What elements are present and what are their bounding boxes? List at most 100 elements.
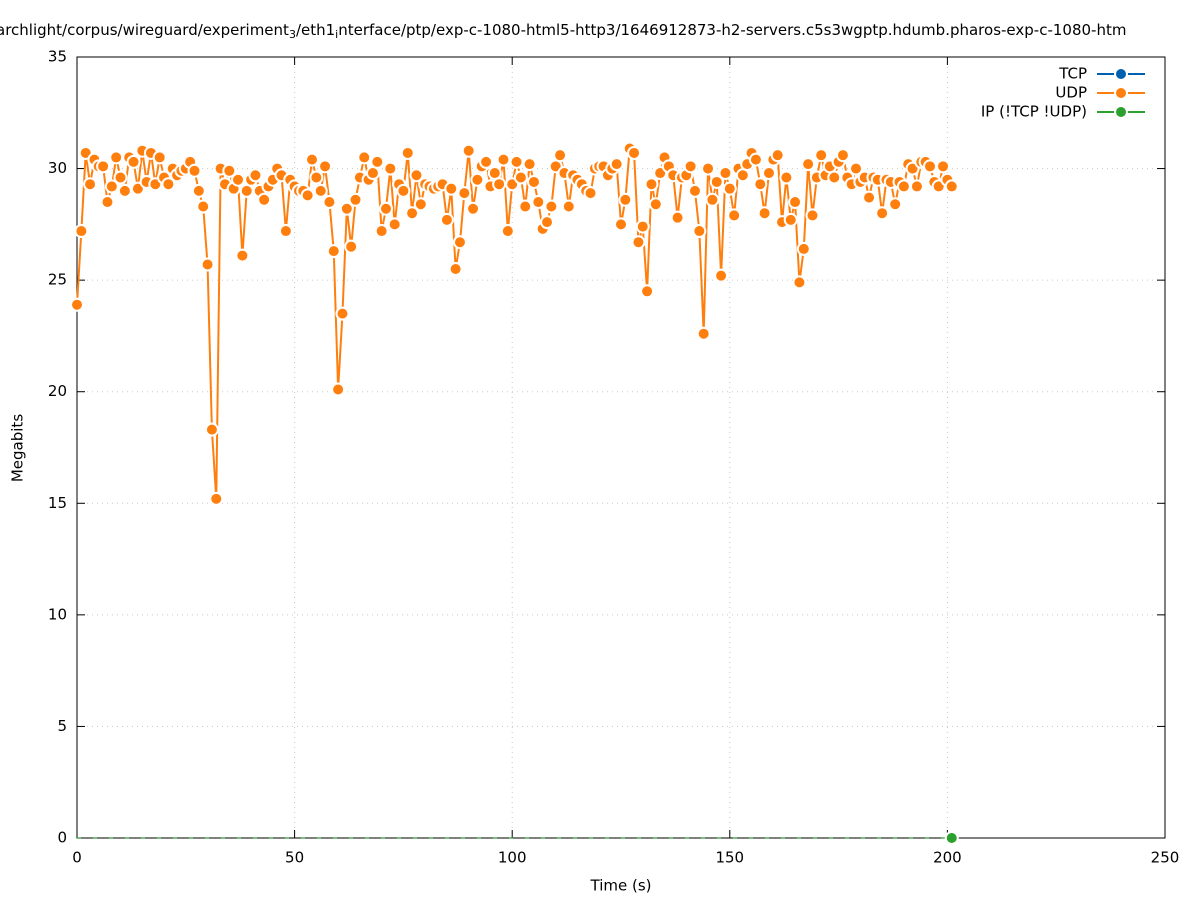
data-point [875, 206, 890, 221]
data-point [500, 224, 515, 239]
data-point [278, 224, 293, 239]
data-point [888, 197, 903, 212]
data-point [531, 195, 546, 210]
data-point [544, 199, 559, 214]
x-tick-label: 150 [715, 849, 744, 867]
x-tick-label: 250 [1151, 849, 1180, 867]
data-point [696, 326, 711, 341]
data-point [357, 150, 372, 165]
data-point [331, 382, 346, 397]
data-point [896, 179, 911, 194]
data-point [461, 143, 476, 158]
data-point [944, 179, 959, 194]
data-point [187, 163, 202, 178]
data-point [457, 186, 472, 201]
data-point [466, 201, 481, 216]
data-point [814, 148, 829, 163]
data-point [796, 241, 811, 256]
data-point [561, 199, 576, 214]
data-point [235, 248, 250, 263]
data-point [770, 148, 785, 163]
data-point [479, 154, 494, 169]
data-point [792, 275, 807, 290]
data-point [640, 284, 655, 299]
data-point [152, 150, 167, 165]
data-point [326, 244, 341, 259]
legend-swatch [1114, 86, 1128, 100]
data-point [344, 239, 359, 254]
data-point [648, 197, 663, 212]
data-point [470, 172, 485, 187]
data-point [761, 166, 776, 181]
y-tick-label: 0 [57, 829, 67, 847]
data-point [635, 219, 650, 234]
title-part: /eth1 [296, 21, 335, 39]
data-point [70, 297, 84, 312]
data-point [757, 206, 772, 221]
legend-swatch [1114, 67, 1128, 81]
chart-title: archlight/corpus/wireguard/experiment3/e… [0, 21, 1126, 42]
data-point [618, 192, 633, 207]
y-tick-label: 30 [48, 159, 67, 177]
data-point [922, 159, 937, 174]
x-tick-label: 0 [72, 849, 82, 867]
data-point [727, 208, 742, 223]
data-point [714, 268, 729, 283]
data-point [683, 159, 698, 174]
data-point [801, 157, 816, 172]
y-tick-label: 15 [48, 494, 67, 512]
data-point [614, 217, 628, 232]
data-point [313, 183, 328, 198]
data-point [492, 177, 507, 192]
data-point [862, 190, 877, 205]
legend-label: IP (!TCP !UDP) [981, 103, 1087, 121]
data-point [518, 199, 533, 214]
data-point [509, 154, 524, 169]
data-point [827, 170, 842, 185]
data-point [161, 177, 176, 192]
title-subscript: i [335, 28, 338, 41]
data-point [448, 261, 463, 276]
data-point [496, 152, 511, 167]
y-tick-label: 20 [48, 382, 67, 400]
title-subscript: 3 [289, 28, 296, 41]
data-point [113, 170, 128, 185]
data-point [117, 183, 132, 198]
x-tick-label: 200 [933, 849, 962, 867]
data-point [83, 177, 98, 192]
data-point [779, 170, 794, 185]
data-point [936, 159, 951, 174]
data-point [196, 199, 211, 214]
data-point [248, 168, 263, 183]
data-point [692, 224, 707, 239]
data-point [309, 170, 324, 185]
legend-label: TCP [1058, 65, 1087, 83]
data-point [405, 206, 420, 221]
data-point [753, 177, 768, 192]
data-point [722, 181, 737, 196]
data-point [701, 161, 716, 176]
data-point [413, 197, 428, 212]
data-point [257, 192, 272, 207]
data-point [231, 172, 246, 187]
data-point [222, 163, 237, 178]
data-point [540, 215, 555, 230]
data-point [709, 174, 724, 189]
y-tick-label: 25 [48, 271, 67, 289]
data-point [439, 212, 454, 227]
data-point [627, 145, 642, 160]
data-point [322, 195, 337, 210]
data-point [74, 224, 89, 239]
data-point [339, 201, 354, 216]
data-point [609, 157, 624, 172]
data-point [748, 152, 763, 167]
data-point [400, 145, 415, 160]
data-point [909, 179, 924, 194]
data-point [788, 195, 803, 210]
legend-swatch [1114, 105, 1128, 119]
data-point [200, 257, 215, 272]
data-point [378, 201, 393, 216]
y-tick-label: 35 [48, 48, 67, 66]
data-point [805, 208, 820, 223]
